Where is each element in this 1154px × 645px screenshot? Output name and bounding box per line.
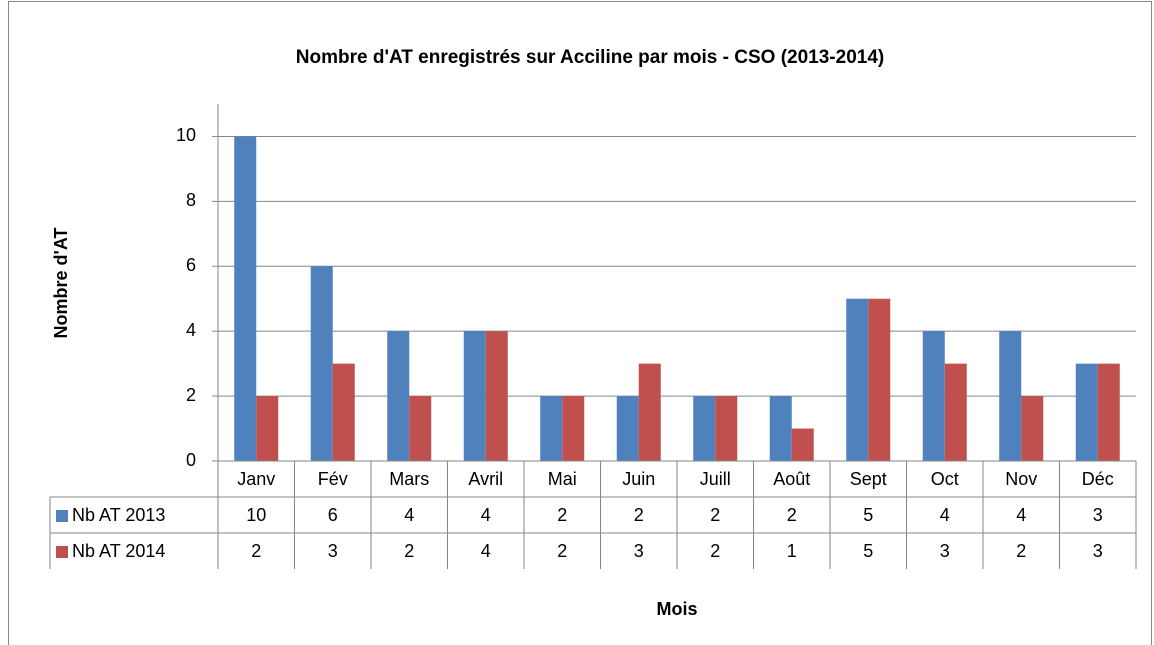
legend-key — [56, 510, 68, 522]
bar — [256, 396, 279, 461]
bar — [944, 363, 967, 461]
bar — [1075, 363, 1098, 461]
legend-key — [56, 546, 68, 558]
bar — [310, 266, 333, 461]
table-value: 5 — [863, 505, 873, 525]
legend-label: Nb AT 2013 — [72, 505, 165, 525]
table-value: 5 — [863, 541, 873, 561]
x-tick-label: Mai — [548, 469, 577, 489]
y-tick-label: 2 — [186, 385, 196, 405]
table-value: 4 — [404, 505, 414, 525]
x-tick-label: Juill — [700, 469, 731, 489]
x-tick-label: Août — [773, 469, 810, 489]
table-value: 4 — [481, 541, 491, 561]
y-axis-label: Nombre d'AT — [51, 228, 71, 339]
x-tick-label: Fév — [318, 469, 348, 489]
table-value: 10 — [246, 505, 266, 525]
table-value: 2 — [787, 505, 797, 525]
y-tick-label: 4 — [186, 320, 196, 340]
table-value: 3 — [1093, 541, 1103, 561]
table-value: 6 — [328, 505, 338, 525]
table-value: 1 — [787, 541, 797, 561]
bar — [638, 363, 661, 461]
bar — [234, 136, 257, 462]
table-value: 2 — [710, 541, 720, 561]
table-value: 3 — [940, 541, 950, 561]
x-tick-label: Mars — [389, 469, 429, 489]
table-value: 2 — [404, 541, 414, 561]
bar — [463, 331, 486, 461]
y-tick-label: 0 — [186, 450, 196, 470]
x-tick-label: Janv — [237, 469, 275, 489]
x-axis-label: Mois — [656, 599, 697, 619]
table-value: 4 — [481, 505, 491, 525]
bar — [693, 396, 716, 461]
bar — [409, 396, 432, 461]
y-tick-label: 6 — [186, 255, 196, 275]
bar — [616, 396, 639, 461]
bar — [387, 331, 410, 461]
table-value: 4 — [940, 505, 950, 525]
table-value: 2 — [1016, 541, 1026, 561]
table-value: 3 — [328, 541, 338, 561]
bar — [769, 396, 792, 461]
bar — [922, 331, 945, 461]
x-tick-label: Avril — [468, 469, 503, 489]
table-value: 2 — [557, 505, 567, 525]
chart-title: Nombre d'AT enregistrés sur Acciline par… — [296, 47, 884, 68]
bar — [791, 428, 814, 461]
bar — [1097, 363, 1120, 461]
x-tick-label: Déc — [1082, 469, 1114, 489]
bar — [846, 298, 869, 461]
bar — [562, 396, 585, 461]
legend-label: Nb AT 2014 — [72, 541, 165, 561]
bar — [485, 331, 508, 461]
y-tick-label: 8 — [186, 190, 196, 210]
x-tick-label: Nov — [1005, 469, 1037, 489]
bar — [715, 396, 738, 461]
bar — [999, 331, 1022, 461]
table-value: 2 — [634, 505, 644, 525]
x-tick-label: Juin — [622, 469, 655, 489]
bar — [868, 298, 891, 461]
table-value: 2 — [251, 541, 261, 561]
bar — [1021, 396, 1044, 461]
y-tick-label: 10 — [176, 125, 196, 145]
bar — [332, 363, 355, 461]
table-value: 4 — [1016, 505, 1026, 525]
x-tick-label: Sept — [850, 469, 887, 489]
table-value: 3 — [634, 541, 644, 561]
x-tick-label: Oct — [931, 469, 959, 489]
table-value: 2 — [710, 505, 720, 525]
table-value: 2 — [557, 541, 567, 561]
bar — [540, 396, 563, 461]
table-value: 3 — [1093, 505, 1103, 525]
chart-frame — [8, 1, 1152, 645]
